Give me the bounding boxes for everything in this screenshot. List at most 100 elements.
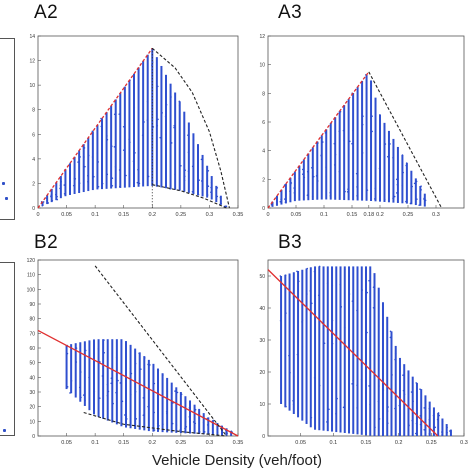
scatter-point xyxy=(362,115,364,117)
scatter-point xyxy=(311,195,314,198)
scatter-point xyxy=(395,192,398,194)
scatter-point xyxy=(164,115,167,118)
scatter-point xyxy=(115,391,117,394)
scatter-point xyxy=(418,204,420,206)
scatter-column xyxy=(64,169,67,197)
scatter-point xyxy=(106,383,109,386)
scatter-point xyxy=(165,410,168,413)
scatter-point xyxy=(91,130,94,133)
scatter-point xyxy=(303,176,306,179)
scatter-point xyxy=(63,193,66,195)
y-tick-label: 4 xyxy=(262,149,265,155)
scatter-point xyxy=(133,106,136,109)
scatter-point xyxy=(305,411,308,413)
scatter-point xyxy=(344,190,346,193)
scatter-point xyxy=(100,117,102,120)
scatter-point xyxy=(207,169,210,172)
scatter-point xyxy=(331,342,334,345)
scatter-column xyxy=(401,154,404,204)
y-tick-label: 10 xyxy=(29,83,35,89)
panel-label-a3: A3 xyxy=(278,2,303,23)
scatter-point xyxy=(419,388,421,390)
scatter-point xyxy=(322,328,325,330)
scatter-point xyxy=(146,119,149,121)
scatter-points xyxy=(65,339,233,436)
scatter-point xyxy=(134,152,136,154)
scatter-point xyxy=(428,418,431,421)
scatter-point xyxy=(126,418,128,420)
fit-line-red xyxy=(267,71,370,209)
scatter-point xyxy=(348,275,350,277)
x-tick-label: 0.25 xyxy=(403,212,414,218)
scatter-column xyxy=(320,135,323,200)
scatter-point xyxy=(156,85,159,88)
scatter-point xyxy=(170,142,173,144)
scatter-point xyxy=(200,158,203,161)
scatter-column xyxy=(183,111,186,192)
scatter-point xyxy=(365,87,368,90)
scatter-point xyxy=(409,202,412,205)
scatter-point xyxy=(93,390,96,393)
scatter-point xyxy=(370,85,373,87)
scatter-point xyxy=(352,129,354,132)
scatter-column xyxy=(174,92,177,190)
scatter-column xyxy=(70,344,73,394)
scatter-point xyxy=(110,377,113,380)
scatter-point xyxy=(407,428,410,431)
scatter-column xyxy=(356,86,359,201)
x-tick-label: 0.3 xyxy=(206,212,214,218)
scatter-point xyxy=(315,175,318,177)
scatter-column xyxy=(301,269,304,421)
scatter-point xyxy=(322,141,324,143)
scatter-point xyxy=(356,186,358,188)
scatter-point xyxy=(279,275,282,277)
scatter-point xyxy=(405,164,407,167)
scatter-point xyxy=(340,306,343,308)
y-tick-label: 90 xyxy=(29,302,35,308)
scatter-column xyxy=(175,387,178,433)
scatter-point xyxy=(414,432,417,435)
x-tick-label: 0.15 xyxy=(361,440,372,446)
scatter-point xyxy=(87,180,89,183)
scatter-point xyxy=(386,410,389,412)
scatter-point xyxy=(339,388,342,391)
scatter-column xyxy=(411,376,414,436)
x-tick-label: 0 xyxy=(36,212,39,218)
scatter-point xyxy=(344,268,346,270)
scatter-column xyxy=(101,118,103,190)
scatter-point xyxy=(50,195,52,198)
scatter-point xyxy=(210,181,213,184)
scatter-point xyxy=(302,173,304,175)
scatter-point xyxy=(166,390,169,393)
scatter-point xyxy=(69,181,71,183)
scatter-point xyxy=(197,175,199,178)
scatter-column xyxy=(441,418,444,436)
scatter-point xyxy=(129,367,132,370)
y-tick-label: 30 xyxy=(29,390,35,396)
scatter-point xyxy=(45,197,48,200)
scatter-point xyxy=(153,429,156,431)
scatter-column xyxy=(192,133,195,195)
scatter-point xyxy=(122,149,125,151)
scatter-point xyxy=(394,407,396,410)
x-tick-label: 0.2 xyxy=(376,212,384,218)
scatter-column xyxy=(110,105,113,189)
scatter-point xyxy=(326,421,328,423)
scatter-point xyxy=(75,347,78,349)
scatter-point xyxy=(371,130,373,133)
scatter-point xyxy=(336,397,338,400)
stub-point xyxy=(2,182,5,185)
scatter-point xyxy=(317,142,319,144)
scatter-point xyxy=(351,383,353,385)
scatter-point xyxy=(84,349,87,352)
x-tick-label: 0.15 xyxy=(347,212,358,218)
scatter-point xyxy=(415,180,418,183)
scatter-point xyxy=(424,400,427,402)
x-tick-label: 0.25 xyxy=(175,212,186,218)
scatter-point xyxy=(293,173,296,175)
scatter-point xyxy=(198,431,201,433)
scatter-point xyxy=(320,155,323,158)
scatter-point xyxy=(210,191,212,194)
y-tick-label: 10 xyxy=(259,402,265,408)
scatter-point xyxy=(351,142,353,145)
